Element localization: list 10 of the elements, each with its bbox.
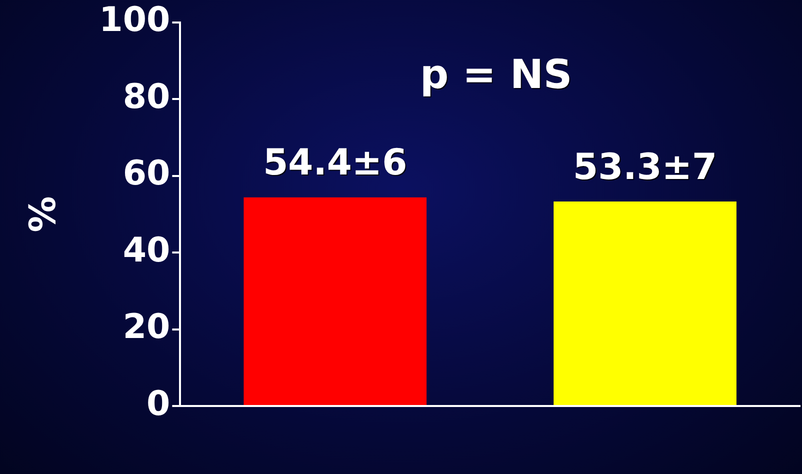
y-tick-label: 40 bbox=[122, 230, 170, 270]
y-tick-label: 0 bbox=[146, 384, 170, 424]
y-tick-label: 80 bbox=[122, 76, 170, 117]
y-tick-label: 60 bbox=[122, 154, 170, 194]
y-axis-title: % bbox=[22, 196, 64, 232]
annotation: p = NS bbox=[420, 52, 572, 98]
y-tick-label: 100 bbox=[99, 0, 170, 40]
data-label: 53.3±7 bbox=[573, 146, 718, 188]
y-tick-label: 20 bbox=[122, 307, 170, 348]
data-label: 54.4±6 bbox=[263, 142, 408, 184]
